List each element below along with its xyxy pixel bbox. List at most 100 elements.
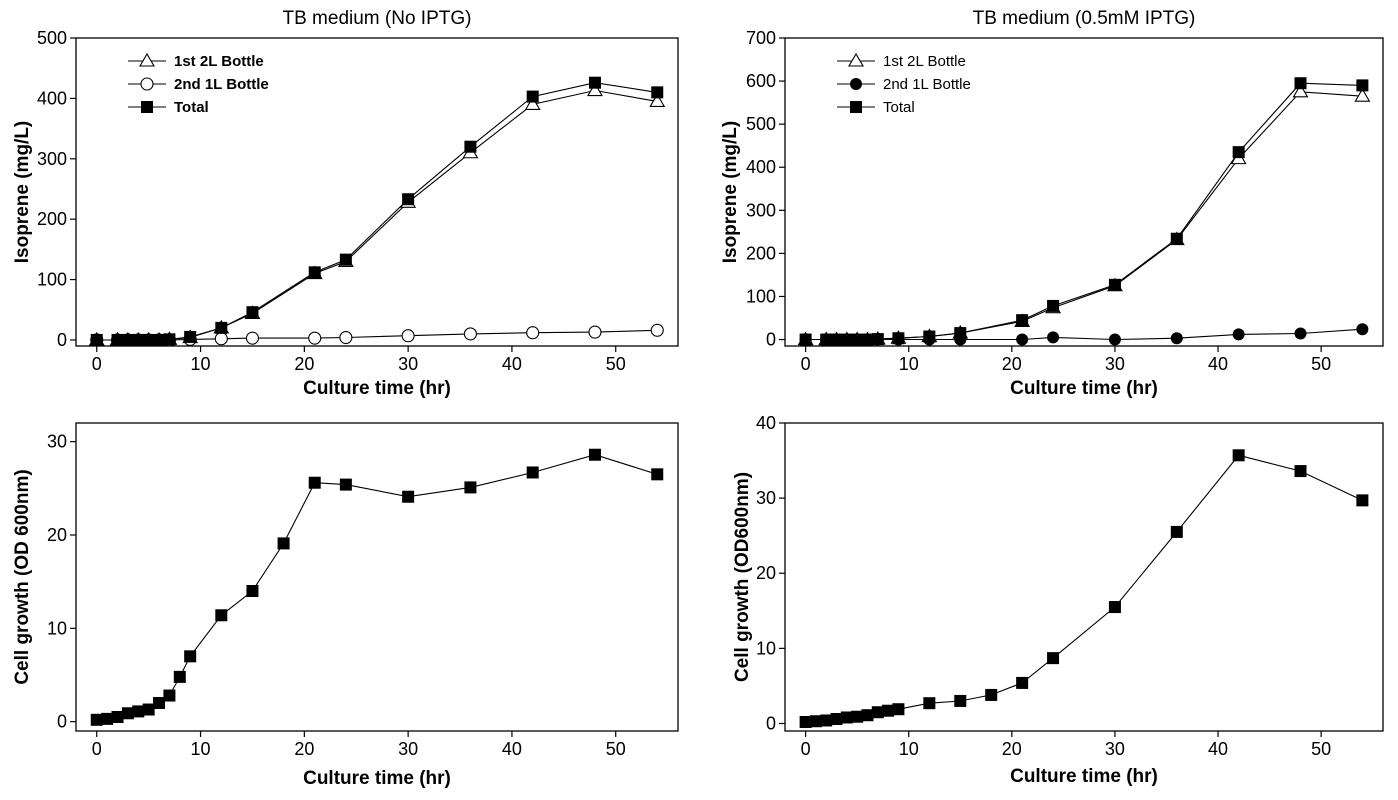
y-tick-label: 10 bbox=[47, 618, 67, 638]
series-line-total bbox=[805, 82, 1363, 341]
data-point-total bbox=[820, 333, 833, 346]
data-point-first-bottle bbox=[1354, 88, 1371, 102]
data-point-od bbox=[111, 711, 124, 723]
data-point-total bbox=[840, 333, 853, 346]
data-point-od bbox=[1016, 676, 1029, 689]
data-point-total bbox=[121, 333, 134, 346]
x-tick-label: 30 bbox=[398, 739, 418, 759]
y-axis-label: Cell growth (OD600nm) bbox=[732, 472, 753, 682]
data-point-second-bottle bbox=[463, 327, 477, 341]
x-tick-label: 30 bbox=[398, 354, 418, 374]
data-point-od bbox=[954, 694, 967, 707]
y-tick-label: 20 bbox=[47, 525, 67, 545]
plot-frame bbox=[75, 422, 679, 732]
data-point-total bbox=[1016, 314, 1029, 327]
data-point-od bbox=[184, 650, 197, 663]
data-point-od bbox=[651, 468, 664, 481]
data-point-od bbox=[1232, 449, 1245, 462]
y-tick-label: 0 bbox=[57, 712, 67, 732]
data-point-od bbox=[526, 466, 539, 479]
y-tick-label: 200 bbox=[37, 209, 67, 229]
data-point-total bbox=[246, 306, 259, 319]
data-point-total bbox=[308, 266, 321, 279]
x-axis-label: Culture time (hr) bbox=[303, 768, 451, 789]
data-point-od bbox=[173, 670, 186, 683]
data-point-od bbox=[830, 712, 843, 725]
data-point-od bbox=[464, 481, 477, 494]
y-tick-label: 40 bbox=[756, 413, 776, 433]
data-point-od bbox=[892, 703, 905, 716]
data-point-total bbox=[464, 140, 477, 153]
plot-frame bbox=[784, 37, 1384, 347]
data-point-total bbox=[861, 333, 874, 346]
chart-panel-tl: TB medium (No IPTG)0 10 20 30 40 500100200300… bbox=[12, 8, 679, 399]
data-point-total bbox=[1170, 232, 1183, 245]
chart-panel-tr: TB medium (0.5mM IPTG)0 10 20 30 40 500100200… bbox=[720, 8, 1384, 399]
y-tick-label: 100 bbox=[37, 270, 67, 290]
data-point-od bbox=[861, 709, 874, 722]
y-tick-label: 30 bbox=[756, 488, 776, 508]
y-tick-label: 300 bbox=[746, 200, 776, 220]
data-point-total bbox=[111, 333, 124, 346]
x-tick-label: 20 bbox=[294, 739, 314, 759]
y-tick-label: 500 bbox=[37, 28, 67, 48]
data-point-total bbox=[1294, 77, 1307, 90]
data-point-total bbox=[184, 330, 197, 343]
data-point-od bbox=[1170, 525, 1183, 538]
data-point-second-bottle bbox=[1356, 323, 1369, 336]
data-point-od bbox=[1294, 465, 1307, 478]
data-point-total bbox=[402, 193, 415, 206]
series-line-first-bottle bbox=[805, 91, 1363, 341]
series-line-first-bottle bbox=[96, 89, 658, 341]
y-tick-label: 300 bbox=[37, 149, 67, 169]
data-point-od bbox=[90, 713, 103, 726]
data-point-total bbox=[799, 333, 812, 346]
legend-label-second-bottle: 2nd 1L Bottle bbox=[174, 76, 269, 93]
data-point-second-bottle bbox=[1016, 333, 1029, 346]
data-point-total bbox=[1047, 299, 1060, 312]
x-tick-label: 10 bbox=[899, 354, 919, 374]
legend-label-total: Total bbox=[883, 99, 915, 116]
y-tick-label: 500 bbox=[746, 114, 776, 134]
y-axis-label: Cell growth (OD 600nm) bbox=[12, 469, 33, 684]
data-point-second-bottle bbox=[526, 326, 540, 340]
data-point-total bbox=[153, 333, 166, 346]
data-point-second-bottle bbox=[401, 329, 415, 343]
data-point-second-bottle bbox=[214, 332, 228, 346]
data-point-od bbox=[277, 537, 290, 550]
data-point-second-bottle bbox=[339, 330, 353, 345]
data-point-od bbox=[1108, 601, 1121, 614]
x-tick-label: 30 bbox=[1105, 739, 1125, 759]
data-point-total bbox=[892, 332, 905, 345]
data-point-od bbox=[820, 714, 833, 727]
data-point-second-bottle bbox=[1108, 333, 1121, 346]
x-tick-label: 0 bbox=[801, 739, 811, 759]
y-tick-label: 10 bbox=[756, 638, 776, 658]
data-point-od bbox=[339, 478, 352, 491]
legend-marker-total bbox=[141, 101, 153, 113]
data-point-od bbox=[121, 707, 134, 720]
data-point-od bbox=[809, 715, 822, 728]
x-tick-label: 50 bbox=[606, 354, 626, 374]
x-tick-label: 0 bbox=[92, 739, 102, 759]
data-point-od bbox=[871, 706, 884, 719]
data-point-second-bottle bbox=[588, 325, 602, 339]
series-line-second-bottle bbox=[805, 328, 1363, 341]
y-tick-label: 400 bbox=[746, 157, 776, 177]
data-point-od bbox=[799, 715, 812, 728]
legend-marker-second-bottle bbox=[140, 77, 154, 91]
data-point-total bbox=[215, 321, 228, 334]
data-point-od bbox=[101, 712, 114, 725]
data-point-od bbox=[840, 711, 853, 724]
data-point-second-bottle bbox=[1170, 332, 1183, 345]
chart-panel-br: 0 10 20 30 40 50 0 10 20 30 40 Culture time (hr) Cel… bbox=[732, 413, 1384, 787]
data-point-total bbox=[1232, 146, 1245, 159]
y-tick-label: 0 bbox=[57, 330, 67, 350]
x-axis-label: Culture time (hr) bbox=[1010, 766, 1158, 787]
data-point-od bbox=[215, 609, 228, 622]
data-point-total bbox=[163, 333, 176, 346]
data-point-total bbox=[954, 327, 967, 340]
data-point-od bbox=[1047, 652, 1060, 665]
y-tick-label: 700 bbox=[746, 28, 776, 48]
